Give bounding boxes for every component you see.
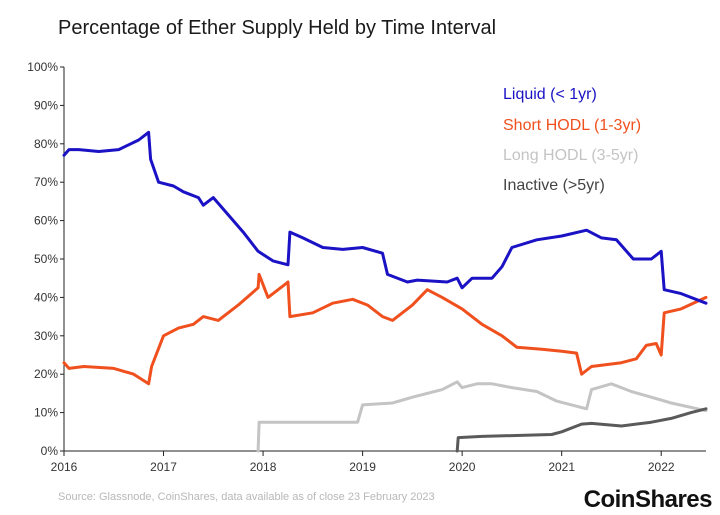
y-axis-ticks: 0% 10% 20% 30% 40% 50% 60% 70% 80% 90% 1… [27, 60, 58, 458]
legend-entry-short-hodl: Short HODL (1-3yr) [503, 117, 641, 134]
axes [60, 66, 706, 456]
y-tick-label: 30% [34, 329, 58, 343]
series-lines [62, 130, 708, 453]
series-line-long-hodl [256, 380, 708, 453]
y-tick-label: 90% [34, 98, 58, 112]
legend-entry-long-hodl: Long HODL (3-5yr) [503, 147, 638, 164]
y-tick-label: 10% [34, 406, 58, 420]
x-tick-label: 2020 [449, 460, 476, 474]
brand-logo: CoinShares [584, 486, 713, 513]
x-tick-label: 2018 [250, 460, 277, 474]
series-line-inactive [455, 407, 708, 453]
y-tick-label: 60% [34, 214, 58, 228]
x-tick-label: 2019 [349, 460, 376, 474]
y-tick-label: 0% [41, 444, 59, 458]
source-note: Source: Glassnode, CoinShares, data avai… [58, 491, 435, 503]
y-tick-label: 100% [27, 60, 58, 74]
x-tick-label: 2017 [150, 460, 177, 474]
series-line-liquid [62, 130, 708, 305]
legend: Liquid (< 1yr) Short HODL (1-3yr) Long H… [503, 86, 641, 194]
y-tick-label: 20% [34, 367, 58, 381]
legend-entry-liquid: Liquid (< 1yr) [503, 86, 597, 103]
chart-title: Percentage of Ether Supply Held by Time … [58, 17, 496, 39]
x-tick-label: 2022 [648, 460, 675, 474]
y-tick-label: 80% [34, 137, 58, 151]
x-tick-label: 2021 [548, 460, 575, 474]
legend-entry-inactive: Inactive (>5yr) [503, 177, 605, 194]
series-line-short-hodl [62, 272, 708, 386]
x-axis-ticks: 2016 2017 2018 2019 2020 2021 2022 [51, 460, 675, 474]
y-tick-label: 70% [34, 175, 58, 189]
x-tick-label: 2016 [51, 460, 78, 474]
y-tick-label: 40% [34, 290, 58, 304]
y-tick-label: 50% [34, 252, 58, 266]
